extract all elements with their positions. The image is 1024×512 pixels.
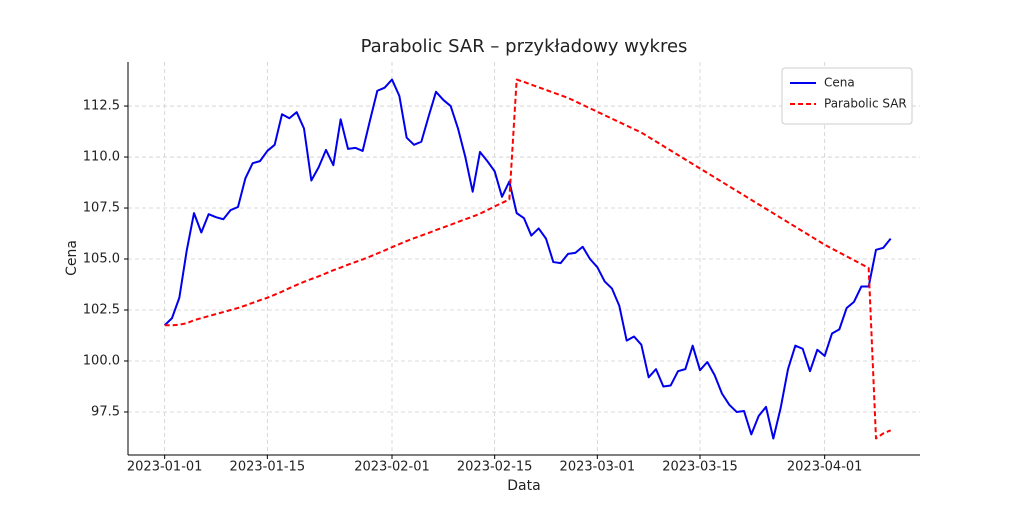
x-tick-label: 2023-03-15: [662, 460, 738, 475]
series-line: [163, 78, 892, 440]
y-tick-label: 112.5: [83, 99, 120, 114]
x-axis-label: Data: [507, 478, 540, 494]
y-tick-label: 102.5: [83, 302, 120, 317]
y-tick-label: 100.0: [83, 353, 120, 368]
y-tick-label: 110.0: [83, 150, 120, 165]
x-tick-label: 2023-02-15: [457, 460, 533, 475]
x-tick-label: 2023-01-15: [230, 460, 306, 475]
x-tick-label: 2023-03-01: [560, 460, 636, 475]
x-tick-label: 2023-01-01: [127, 460, 203, 475]
x-tick-label: 2023-02-01: [354, 460, 430, 475]
legend-label: Parabolic SAR: [824, 97, 907, 111]
y-axis-label: Cena: [64, 240, 80, 276]
series-line: [164, 78, 892, 440]
y-tick-label: 97.5: [91, 404, 120, 419]
legend-label: Cena: [824, 76, 855, 90]
y-tick-label: 105.0: [83, 252, 120, 267]
legend: Cena Parabolic SAR: [781, 67, 913, 125]
x-tick-label: 2023-04-01: [787, 460, 863, 475]
y-tick-label: 107.5: [83, 201, 120, 216]
chart-title: Parabolic SAR – przykładowy wykres: [361, 36, 688, 57]
